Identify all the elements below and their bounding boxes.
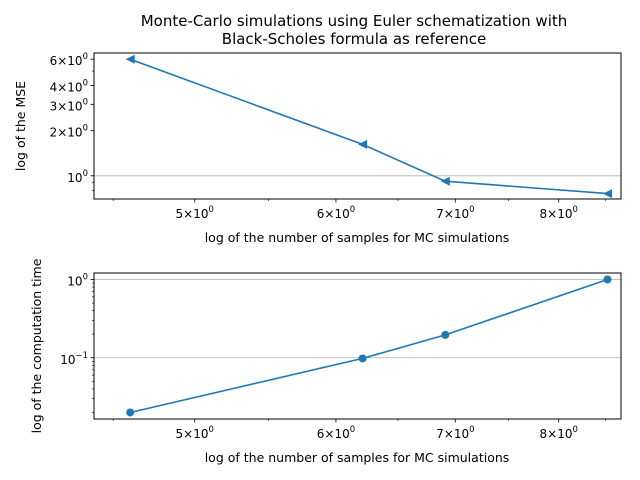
data-point bbox=[602, 189, 612, 199]
x-tick-label: 6×100 bbox=[317, 205, 355, 221]
y-tick-label: 4×100 bbox=[50, 79, 88, 95]
data-point bbox=[441, 330, 450, 339]
time-ticks: 5×100 6×100 7×100 8×100 10−1 100 bbox=[60, 272, 606, 441]
mse-chart: Monte-Carlo simulations using Euler sche… bbox=[13, 12, 622, 245]
x-tick-label: 7×100 bbox=[436, 425, 474, 441]
data-point bbox=[358, 139, 368, 149]
data-point bbox=[440, 176, 450, 186]
x-tick-label: 5×100 bbox=[176, 205, 214, 221]
time-plot-frame bbox=[93, 272, 622, 420]
chart-title-line-2: Black-Scholes formula as reference bbox=[222, 30, 486, 48]
time-y-axis-label: log of the computation time bbox=[29, 258, 44, 433]
y-tick-label: 100 bbox=[67, 169, 88, 185]
mse-ticks: 5×100 6×100 7×100 8×100 100 2×100 3×100 4×100 6×… bbox=[50, 52, 606, 221]
y-tick-label: 10−1 bbox=[60, 351, 88, 367]
x-tick-label: 8×100 bbox=[540, 205, 578, 221]
data-point bbox=[125, 54, 135, 64]
series-line bbox=[130, 278, 608, 414]
x-tick-label: 7×100 bbox=[436, 205, 474, 221]
time-gridlines bbox=[94, 279, 621, 359]
y-tick-label: 6×100 bbox=[50, 52, 88, 68]
mse-x-axis-label: log of the number of samples for MC simu… bbox=[205, 230, 510, 245]
time-x-axis-label: log of the number of samples for MC simu… bbox=[205, 450, 510, 465]
mse-plot-frame bbox=[93, 52, 622, 200]
x-tick-label: 8×100 bbox=[540, 425, 578, 441]
data-point bbox=[358, 354, 367, 363]
chart-title-line-1: Monte-Carlo simulations using Euler sche… bbox=[141, 12, 568, 30]
y-tick-label: 3×100 bbox=[50, 97, 88, 113]
computation-time-chart: 5×100 6×100 7×100 8×100 10−1 100 log of the n… bbox=[29, 258, 622, 465]
data-point bbox=[603, 275, 612, 284]
y-tick-label: 100 bbox=[67, 272, 88, 288]
time-series bbox=[126, 275, 612, 417]
y-tick-label: 2×100 bbox=[50, 124, 88, 140]
mse-y-axis-label: log of the MSE bbox=[13, 81, 28, 171]
x-tick-label: 6×100 bbox=[317, 425, 355, 441]
x-tick-label: 5×100 bbox=[176, 425, 214, 441]
mse-series bbox=[125, 54, 612, 199]
data-point bbox=[126, 408, 135, 417]
series-line bbox=[129, 58, 608, 195]
